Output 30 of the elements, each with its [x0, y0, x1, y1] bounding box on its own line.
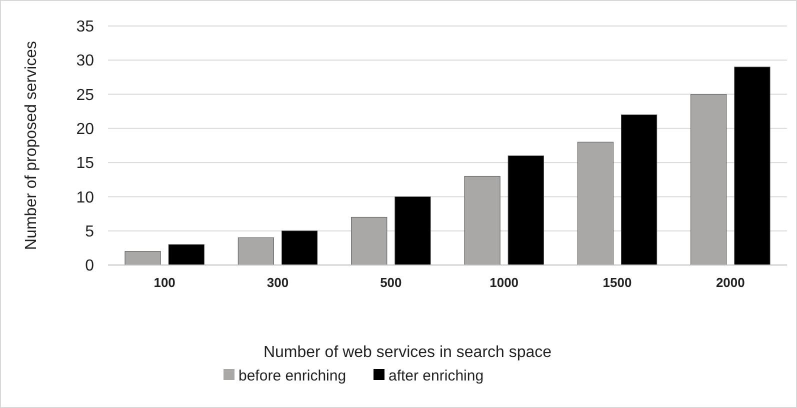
bar	[394, 196, 431, 266]
bar	[464, 176, 500, 266]
bar	[168, 244, 204, 266]
y-tick-label: 35	[76, 18, 94, 36]
bar	[124, 251, 161, 266]
y-tick-label: 30	[76, 52, 94, 70]
x-tick-label: 500	[380, 275, 402, 290]
y-axis-title: Number of proposed services	[23, 41, 40, 250]
bar	[282, 230, 318, 266]
y-tick-label: 5	[85, 223, 94, 240]
bar	[734, 66, 770, 266]
bar	[690, 94, 727, 266]
y-tick-label: 0	[85, 258, 94, 275]
y-tick-label: 20	[76, 121, 94, 138]
x-tick-label: 300	[266, 275, 289, 290]
legend-label: after enriching	[388, 367, 484, 384]
bar	[351, 216, 388, 266]
bar	[621, 114, 658, 266]
bar	[508, 155, 544, 266]
y-tick-label: 10	[76, 189, 94, 206]
bar	[577, 142, 614, 266]
y-tick-label: 25	[76, 86, 94, 104]
legend-label: before enriching	[238, 367, 346, 384]
x-tick-label: 1000	[490, 275, 519, 290]
bar	[238, 237, 274, 266]
x-tick-label: 100	[154, 275, 176, 290]
y-tick-label: 15	[76, 155, 94, 172]
x-axis-title: Number of web services in search space	[263, 344, 552, 361]
x-tick-label: 2000	[716, 275, 745, 290]
x-tick-label: 1500	[602, 275, 632, 290]
